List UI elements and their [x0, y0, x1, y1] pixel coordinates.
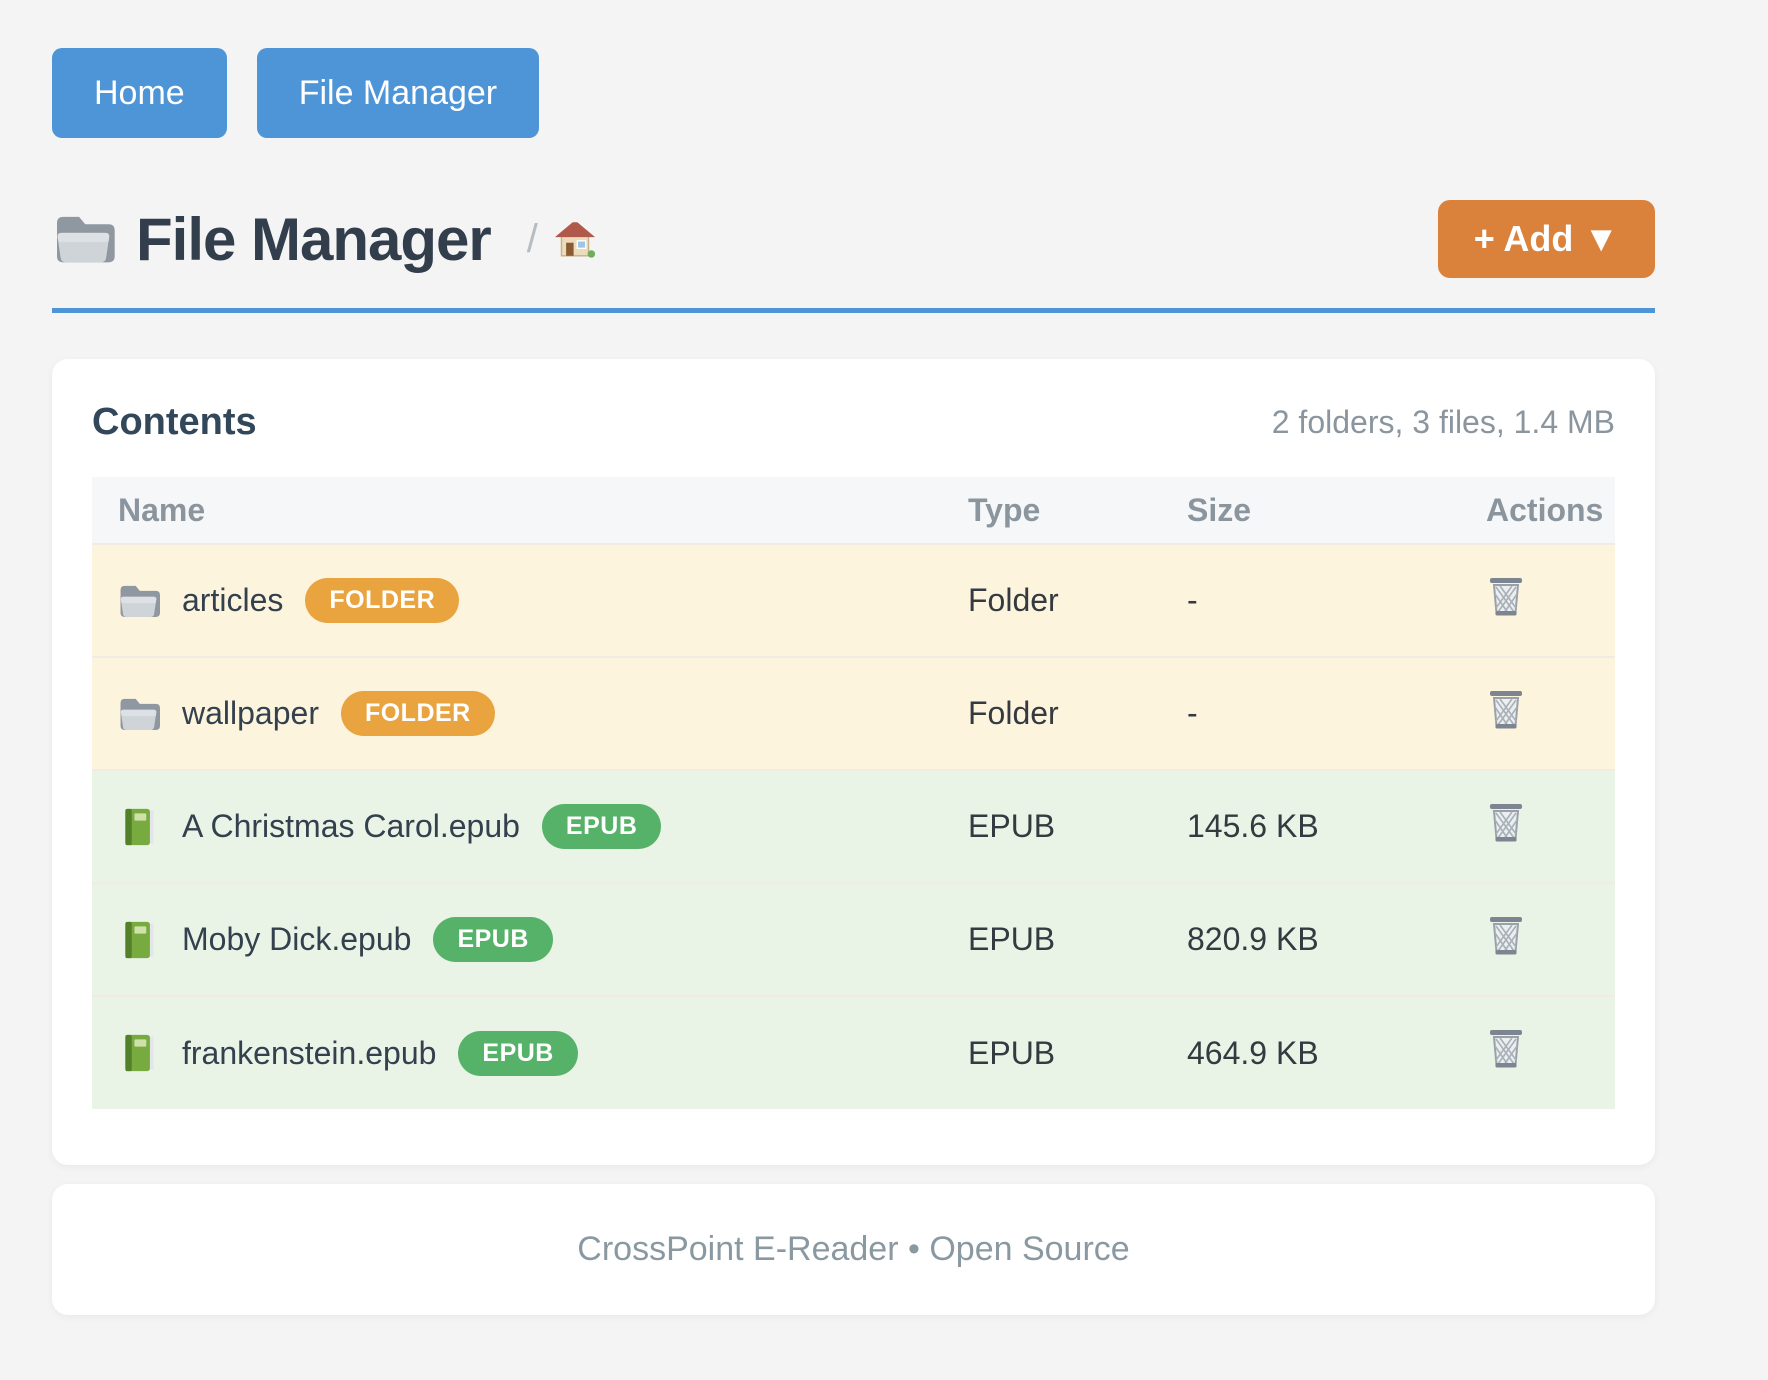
trash-icon — [1489, 576, 1523, 616]
table-row[interactable]: frankenstein.epub EPUB EPUB 464.9 KB — [92, 995, 1615, 1109]
contents-summary: 2 folders, 3 files, 1.4 MB — [1271, 404, 1615, 440]
file-manager-page: Home File Manager File Manager / + Add ▼… — [52, 48, 1655, 1315]
file-name[interactable]: articles — [182, 582, 284, 618]
contents-card: Contents 2 folders, 3 files, 1.4 MB Name… — [52, 359, 1655, 1165]
trash-icon — [1489, 915, 1523, 955]
add-button[interactable]: + Add ▼ — [1437, 200, 1655, 278]
table-row[interactable]: A Christmas Carol.epub EPUB EPUB 145.6 K… — [92, 769, 1615, 883]
file-type-badge: FOLDER — [305, 578, 460, 623]
table-row[interactable]: articles FOLDER Folder - — [92, 543, 1615, 657]
trash-icon — [1489, 689, 1523, 729]
footer-text: CrossPoint E-Reader • Open Source — [577, 1230, 1130, 1268]
breadcrumb-home-link[interactable] — [554, 219, 596, 259]
page-header: File Manager / + Add ▼ — [52, 200, 1655, 278]
book-icon — [118, 920, 160, 960]
file-type: Folder — [942, 543, 1161, 657]
contents-card-header: Contents 2 folders, 3 files, 1.4 MB — [92, 401, 1615, 444]
delete-button[interactable] — [1486, 1026, 1526, 1072]
page-title: File Manager — [136, 205, 492, 273]
trash-icon — [1489, 1029, 1523, 1069]
file-table: Name Type Size Actions articles FOLDER F… — [92, 477, 1615, 1109]
file-type-badge: EPUB — [433, 917, 553, 962]
file-type-badge: FOLDER — [340, 691, 495, 736]
delete-button[interactable] — [1486, 913, 1526, 959]
nav-button-file-manager[interactable]: File Manager — [256, 48, 540, 138]
file-size: - — [1161, 543, 1460, 657]
file-size: - — [1161, 656, 1460, 770]
file-type: EPUB — [942, 882, 1161, 996]
file-type: Folder — [942, 656, 1161, 770]
file-type: EPUB — [942, 769, 1161, 883]
title-group: File Manager / — [52, 205, 596, 274]
nav-button-home[interactable]: Home — [52, 48, 227, 138]
file-name[interactable]: A Christmas Carol.epub — [182, 808, 520, 844]
book-icon — [118, 807, 160, 847]
file-size: 145.6 KB — [1161, 769, 1460, 883]
trash-icon — [1489, 802, 1523, 842]
footer: CrossPoint E-Reader • Open Source — [52, 1184, 1655, 1315]
folder-icon — [118, 581, 160, 621]
file-size: 464.9 KB — [1161, 995, 1460, 1109]
table-row[interactable]: wallpaper FOLDER Folder - — [92, 656, 1615, 770]
top-nav: Home File Manager — [52, 48, 1655, 138]
book-icon — [118, 1033, 160, 1073]
file-name[interactable]: frankenstein.epub — [182, 1034, 437, 1071]
table-row[interactable]: Moby Dick.epub EPUB EPUB 820.9 KB — [92, 882, 1615, 996]
table-header-row: Name Type Size Actions — [92, 477, 1615, 544]
folder-icon — [57, 216, 115, 263]
file-type: EPUB — [942, 995, 1161, 1109]
file-size: 820.9 KB — [1161, 882, 1460, 996]
column-header-actions: Actions — [1460, 477, 1615, 544]
breadcrumb: / — [527, 217, 596, 262]
header-divider — [52, 308, 1655, 313]
delete-button[interactable] — [1486, 687, 1526, 733]
column-header-size: Size — [1161, 477, 1460, 544]
delete-button[interactable] — [1486, 574, 1526, 620]
contents-heading: Contents — [92, 401, 257, 443]
file-name[interactable]: wallpaper — [182, 695, 319, 731]
file-type-badge: EPUB — [458, 1030, 578, 1076]
folder-icon — [118, 694, 160, 734]
house-icon — [554, 221, 596, 259]
file-type-badge: EPUB — [541, 804, 662, 849]
file-name[interactable]: Moby Dick.epub — [182, 921, 412, 957]
delete-button[interactable] — [1486, 800, 1526, 846]
column-header-type: Type — [942, 477, 1161, 544]
column-header-name: Name — [92, 477, 942, 544]
breadcrumb-separator: / — [526, 216, 538, 261]
